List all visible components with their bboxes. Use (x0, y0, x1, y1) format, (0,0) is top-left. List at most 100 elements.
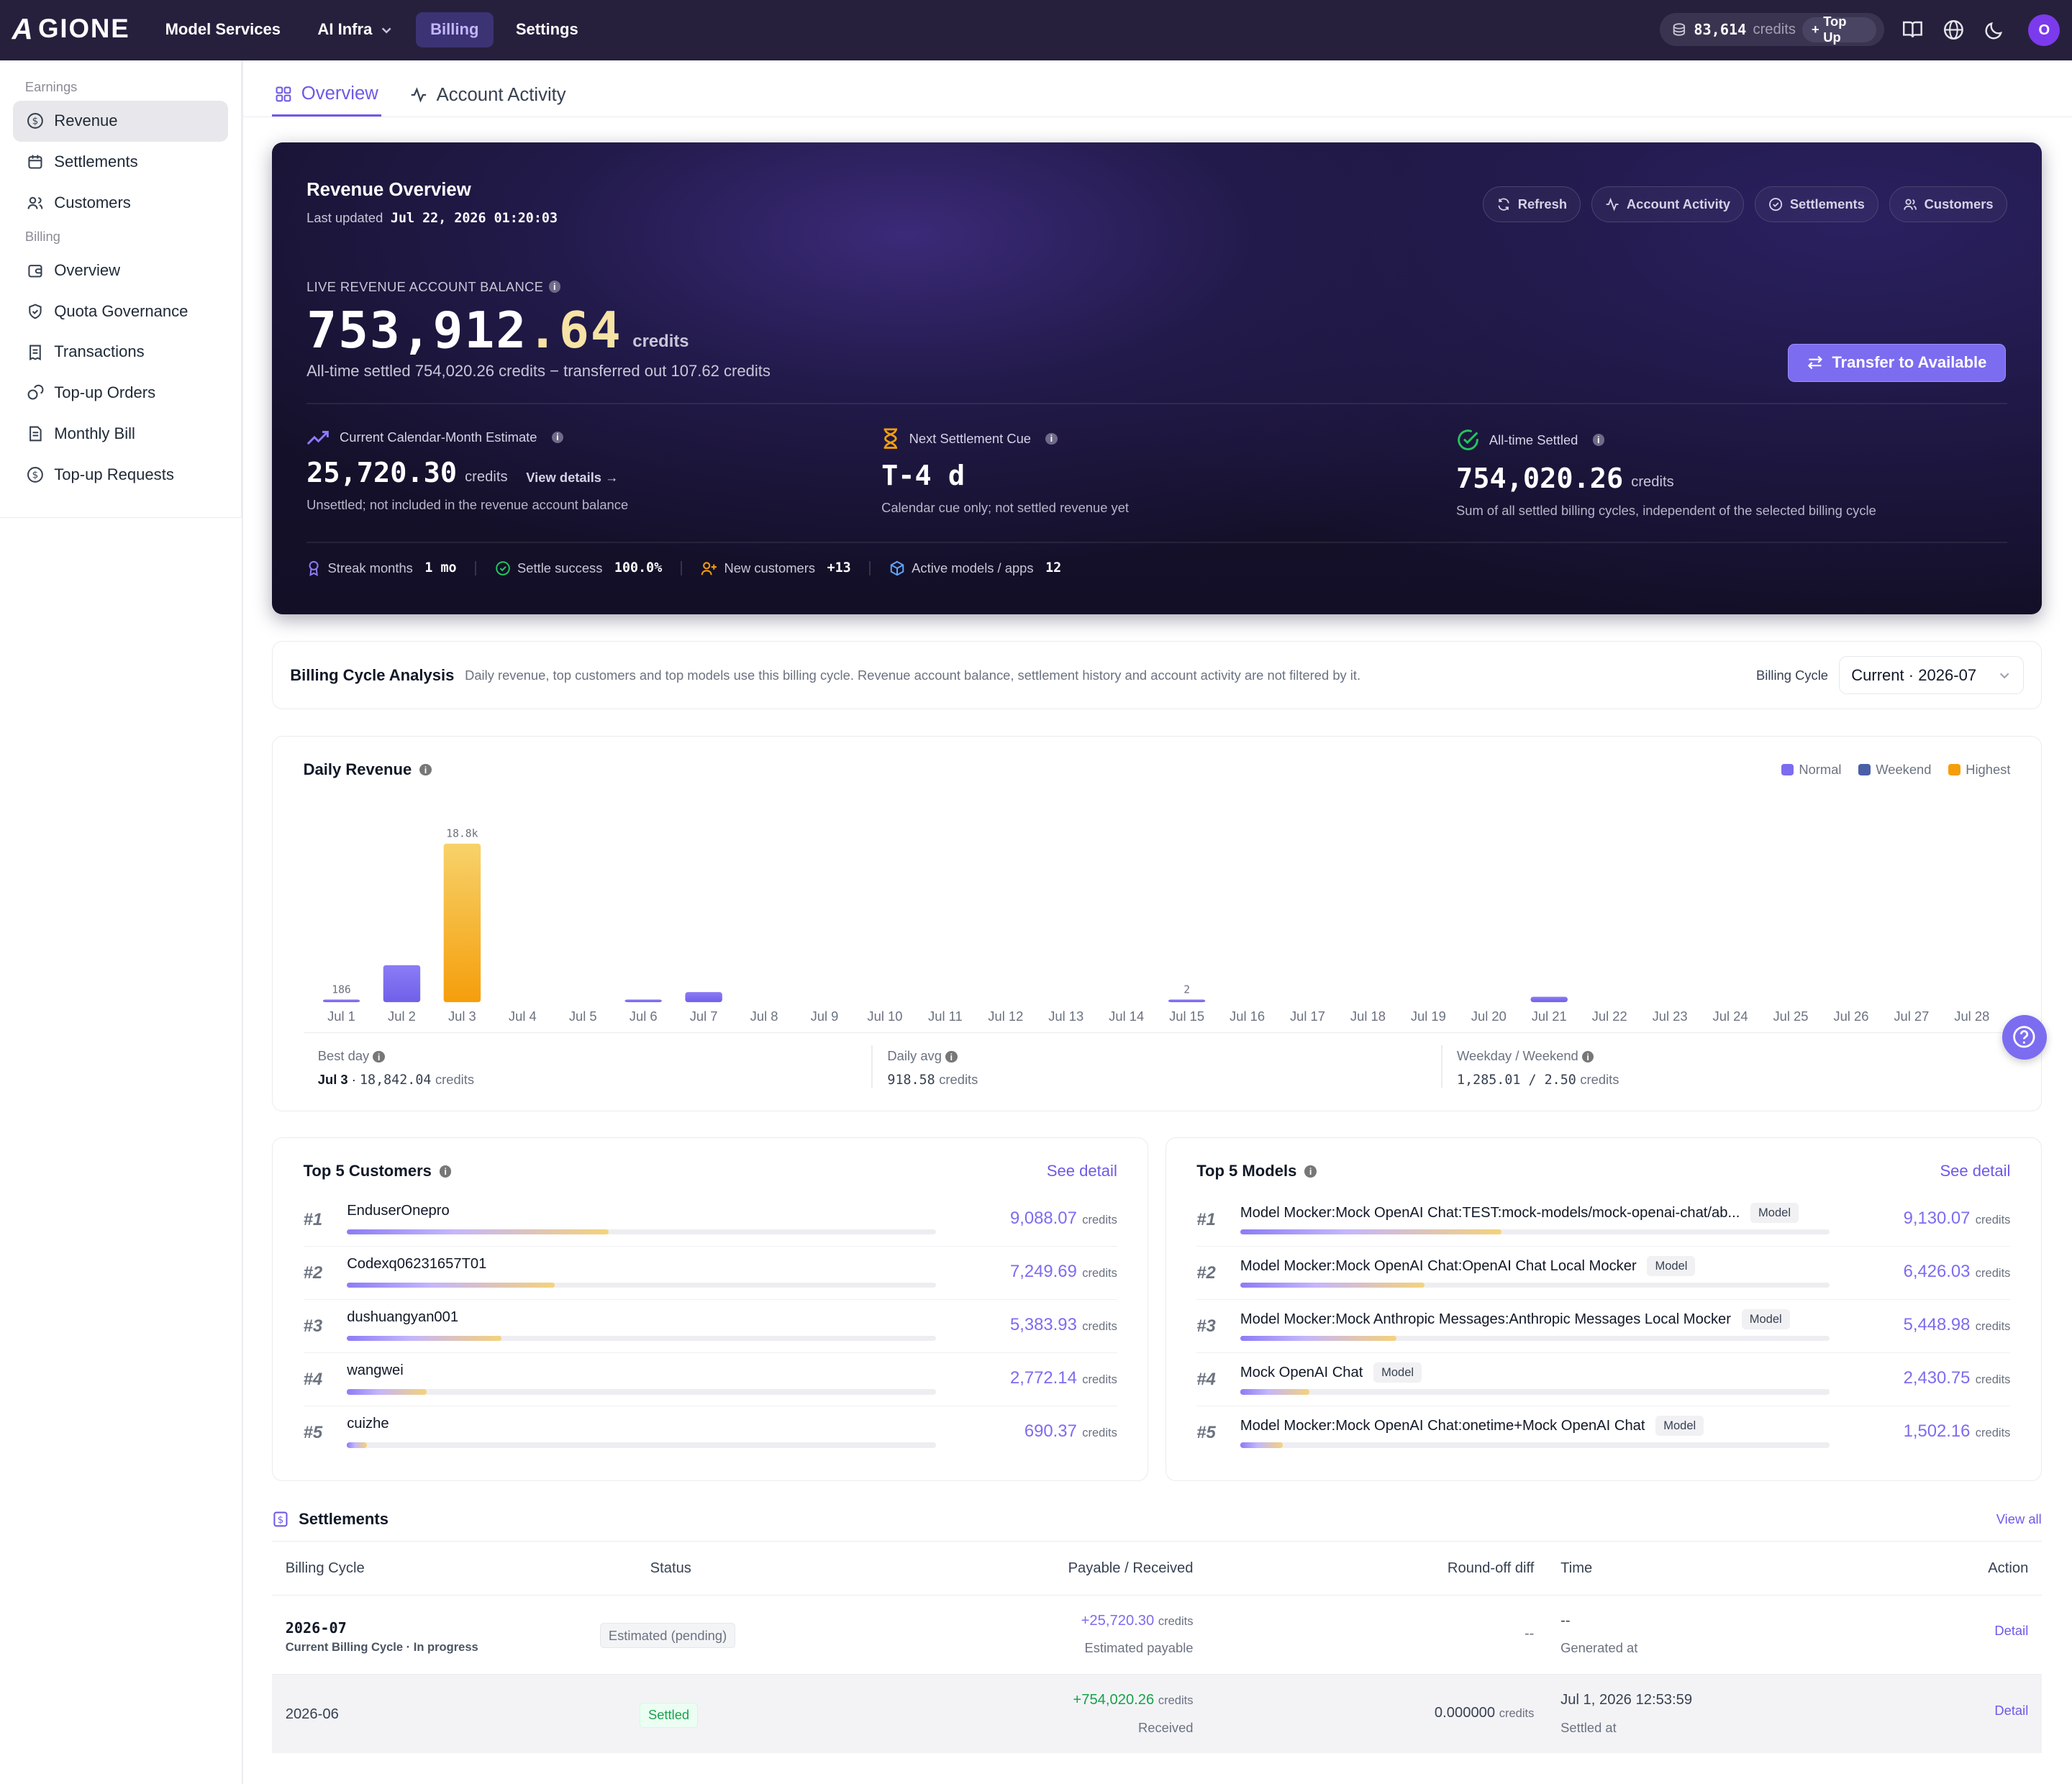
brand-logo[interactable]: A GIONE (12, 12, 130, 46)
list-item[interactable]: #5 Model Mocker:Mock OpenAI Chat:onetime+… (1196, 1407, 2010, 1460)
list-item[interactable]: #1 EnduserOnepro 9,088.07 credits (303, 1194, 1117, 1247)
globe-icon[interactable] (1941, 17, 1966, 42)
help-button[interactable] (2001, 1014, 2048, 1060)
list-item[interactable]: #3 Model Mocker:Mock Anthropic Messages:A… (1196, 1301, 2011, 1354)
col-billing-cycle: Billing Cycle (285, 1560, 365, 1577)
list-item[interactable]: #4 Mock OpenAI Chat Model 2,430.75 credits (1196, 1354, 2011, 1407)
button-label: Transfer to Available (1832, 353, 1987, 372)
model-tag: Model (1655, 1416, 1704, 1436)
x-tick-label: Jul 21 (1532, 1009, 1567, 1024)
hourglass-icon (883, 428, 898, 449)
sidebar: Earnings $ Revenue Settlements Customers… (0, 60, 242, 518)
account-activity-button[interactable]: Account Activity (1591, 186, 1745, 222)
view-details-link[interactable]: View details → (526, 469, 619, 485)
list-item[interactable]: #5 cuizhe 690.37 credits (304, 1407, 1117, 1460)
bar-jul-1[interactable] (323, 999, 360, 1003)
item-value: 9,088.07 (1009, 1208, 1077, 1228)
info-icon[interactable]: i (548, 281, 561, 293)
tab-overview[interactable]: Overview (272, 74, 381, 117)
top-models-card: Top 5 Models i See detail #1 Model Mocker:… (1165, 1137, 2042, 1481)
top-up-button[interactable]: + Top Up (1802, 14, 1877, 45)
check-circle-icon (1769, 197, 1783, 211)
bar-jul-15[interactable] (1168, 999, 1206, 1003)
list-item[interactable]: #2 Codexq06231657T01 7,249.69 credits (303, 1247, 1117, 1300)
bar-jul-21[interactable] (1530, 996, 1568, 1003)
tab-label: Account Activity (436, 84, 566, 105)
button-label: Account Activity (1626, 196, 1731, 211)
legend-label: Weekend (1876, 761, 1932, 777)
sidebar-item-customers[interactable]: Customers (13, 182, 227, 223)
x-tick-label: Jul 5 (569, 1009, 597, 1024)
book-icon[interactable] (1900, 17, 1925, 42)
stat-value: 25,720.30 (306, 457, 458, 490)
info-icon[interactable]: i (1581, 1050, 1594, 1063)
col-status: Status (650, 1560, 691, 1577)
rank: #5 (1196, 1422, 1216, 1442)
sidebar-item-settlements[interactable]: Settlements (13, 142, 227, 183)
daily-avg-value: 918.58 (887, 1072, 935, 1088)
sidebar-item-revenue[interactable]: $ Revenue (13, 100, 228, 142)
info-icon[interactable]: i (551, 431, 564, 444)
x-tick-label: Jul 19 (1411, 1009, 1446, 1024)
check-circle-icon (1458, 429, 1478, 450)
nav-billing[interactable]: Billing (415, 12, 494, 48)
item-unit: credits (1975, 1212, 2011, 1226)
bar-jul-6[interactable] (624, 999, 663, 1003)
item-name: dushuangyan001 (347, 1309, 459, 1326)
nav-settings[interactable]: Settings (501, 12, 593, 48)
avatar[interactable]: O (2028, 14, 2060, 47)
sidebar-item-topup-orders[interactable]: Top-up Orders (13, 373, 227, 414)
x-tick-label: Jul 13 (1049, 1009, 1084, 1024)
col-time: Time (1560, 1560, 1593, 1577)
bar-jul-2[interactable] (383, 965, 421, 1003)
sidebar-border (242, 60, 243, 1784)
sidebar-item-transactions[interactable]: Transactions (13, 332, 227, 373)
item-unit: credits (1975, 1319, 2011, 1333)
sidebar-item-quota-governance[interactable]: Quota Governance (13, 291, 227, 332)
detail-link[interactable]: Detail (1994, 1702, 2029, 1718)
info-icon[interactable]: i (419, 763, 432, 776)
bar-jul-3[interactable] (444, 843, 481, 1003)
bar-jul-7[interactable] (685, 992, 723, 1003)
share-bar-fill (347, 1442, 367, 1448)
item-name: wangwei (347, 1362, 404, 1379)
sidebar-item-overview[interactable]: Overview (13, 250, 227, 291)
footer-value: 100.0% (614, 560, 663, 576)
see-detail-link[interactable]: See detail (1046, 1162, 1117, 1180)
info-icon[interactable]: i (1045, 432, 1058, 445)
detail-link[interactable]: Detail (1994, 1623, 2029, 1639)
refresh-button[interactable]: Refresh (1482, 186, 1581, 222)
x-tick-label: Jul 12 (989, 1009, 1024, 1024)
sidebar-item-label: Overview (54, 260, 121, 279)
info-icon[interactable]: i (1304, 1165, 1317, 1178)
x-tick-label: Jul 7 (690, 1009, 718, 1024)
nav-ai-infra[interactable]: AI Infra (303, 12, 408, 48)
list-item[interactable]: #2 Model Mocker:Mock OpenAI Chat:OpenAI C… (1196, 1247, 2011, 1300)
stat-alltime-settled: All-time Settled i 754,020.26 credits Sum … (1456, 428, 1876, 519)
tab-account-activity[interactable]: Account Activity (407, 74, 568, 117)
see-detail-link[interactable]: See detail (1940, 1162, 2011, 1180)
customers-button[interactable]: Customers (1889, 186, 2007, 222)
nav-model-services[interactable]: Model Services (150, 12, 295, 48)
sidebar-item-label: Top-up Requests (54, 465, 174, 484)
sidebar-item-topup-requests[interactable]: $ Top-up Requests (13, 455, 227, 496)
transfer-to-available-button[interactable]: Transfer to Available (1787, 343, 2007, 382)
list-item[interactable]: #1 Model Mocker:Mock OpenAI Chat:TEST:moc… (1196, 1194, 2011, 1247)
list-item[interactable]: #3 dushuangyan001 5,383.93 credits (303, 1301, 1117, 1354)
unit: credits (1580, 1071, 1619, 1087)
list-item[interactable]: #4 wangwei 2,772.14 credits (303, 1354, 1117, 1407)
settlements-button[interactable]: Settlements (1755, 186, 1879, 222)
sidebar-item-monthly-bill[interactable]: Monthly Bill (13, 414, 227, 455)
moon-icon[interactable] (1982, 17, 2007, 42)
hero-divider (306, 542, 2007, 543)
top-up-label: Top Up (1823, 14, 1847, 45)
view-all-link[interactable]: View all (1996, 1511, 2042, 1527)
info-icon[interactable]: i (439, 1165, 452, 1178)
info-icon[interactable]: i (945, 1050, 958, 1063)
billing-cycle-select[interactable]: Current · 2026-07 (1838, 655, 2024, 695)
info-icon[interactable]: i (1592, 434, 1605, 446)
stat-label: All-time Settled (1489, 432, 1578, 447)
settlements-title: Settlements (299, 1510, 388, 1529)
info-icon[interactable]: i (373, 1050, 385, 1063)
stat-label: Next Settlement Cue (909, 430, 1032, 446)
